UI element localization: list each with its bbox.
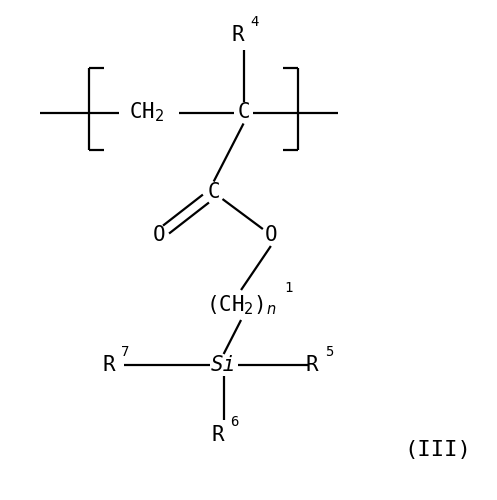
Text: C: C (237, 102, 250, 122)
Text: O: O (264, 225, 277, 245)
Text: R: R (306, 355, 319, 375)
Text: 7: 7 (121, 346, 129, 360)
Text: Si: Si (211, 355, 236, 375)
Text: (CH$_2$)$_n$: (CH$_2$)$_n$ (206, 293, 276, 317)
Text: (III): (III) (404, 440, 471, 460)
Text: R: R (102, 355, 115, 375)
Text: 1: 1 (284, 280, 292, 294)
Text: 5: 5 (325, 346, 333, 360)
Text: O: O (153, 225, 166, 245)
Text: CH$_2$: CH$_2$ (129, 100, 164, 124)
Text: R: R (211, 425, 224, 445)
Text: 6: 6 (231, 416, 239, 430)
Text: C: C (207, 182, 220, 203)
Text: 4: 4 (250, 16, 258, 30)
Text: R: R (231, 25, 244, 45)
